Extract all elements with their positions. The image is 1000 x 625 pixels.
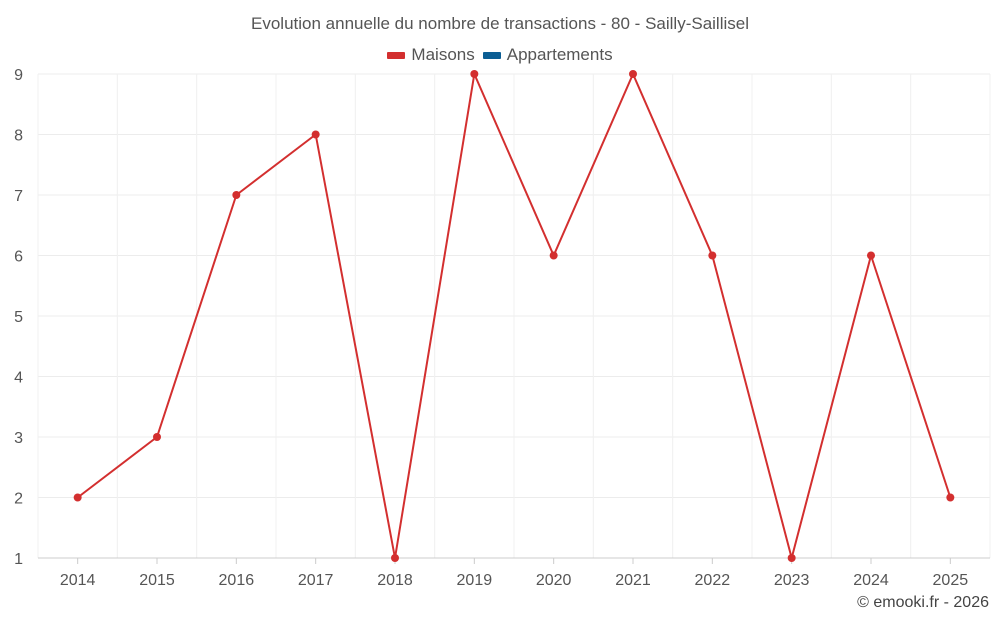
data-point[interactable] [629, 70, 637, 78]
data-point[interactable] [311, 130, 320, 139]
x-tick-label: 2017 [298, 572, 334, 589]
legend: Maisons Appartements [0, 45, 1000, 65]
x-tick-label: 2024 [853, 572, 889, 589]
x-tick-label: 2015 [139, 572, 175, 589]
legend-swatch-appartements [482, 51, 501, 59]
grid [37, 73, 991, 558]
y-tick-label: 6 [14, 249, 23, 266]
y-tick-label: 9 [14, 67, 23, 84]
x-tick-labels: 2014 2015 2016 2017 2018 2019 2020 2021 2022 2023… [60, 572, 968, 589]
data-point[interactable] [153, 433, 161, 441]
x-tick-label: 2018 [377, 572, 413, 589]
x-tick-label: 2020 [536, 572, 572, 589]
data-point[interactable] [470, 70, 479, 78]
x-tick-label: 2019 [457, 572, 493, 589]
series-group [73, 70, 955, 562]
series-line-maisons [77, 73, 952, 559]
x-tick-label: 2023 [774, 572, 810, 589]
legend-swatch-maisons [387, 51, 406, 59]
y-tick-label: 2 [14, 491, 23, 508]
chart-title: Evolution annuelle du nombre de transact… [251, 14, 749, 33]
data-point[interactable] [867, 251, 875, 260]
legend-label-maisons: Maisons [411, 45, 475, 64]
y-tick-label: 4 [14, 370, 23, 387]
data-point[interactable] [73, 493, 82, 502]
data-point[interactable] [708, 251, 717, 260]
y-tick-label: 8 [14, 128, 23, 145]
y-tick-label: 3 [14, 430, 23, 447]
data-point[interactable] [232, 191, 241, 199]
data-point[interactable] [549, 251, 558, 260]
credit-text: © emooki.fr - 2026 [857, 594, 989, 611]
x-tick-label: 2021 [615, 572, 651, 589]
x-tick-label: 2025 [933, 572, 969, 589]
x-tick-label: 2016 [219, 572, 255, 589]
y-tick-label: 5 [14, 309, 23, 326]
y-tick-labels: 1 2 3 4 5 6 7 8 9 [14, 67, 23, 568]
x-tick-label: 2022 [695, 572, 731, 589]
data-point[interactable] [946, 493, 955, 502]
legend-item-maisons[interactable]: Maisons [387, 45, 475, 65]
y-tick-label: 7 [14, 188, 23, 205]
axes [38, 557, 990, 564]
y-tick-label: 1 [14, 551, 23, 568]
legend-item-appartements[interactable]: Appartements [482, 45, 613, 65]
data-point[interactable] [391, 554, 399, 562]
legend-label-appartements: Appartements [506, 45, 613, 64]
x-tick-label: 2014 [60, 572, 96, 589]
data-point[interactable] [787, 554, 796, 562]
